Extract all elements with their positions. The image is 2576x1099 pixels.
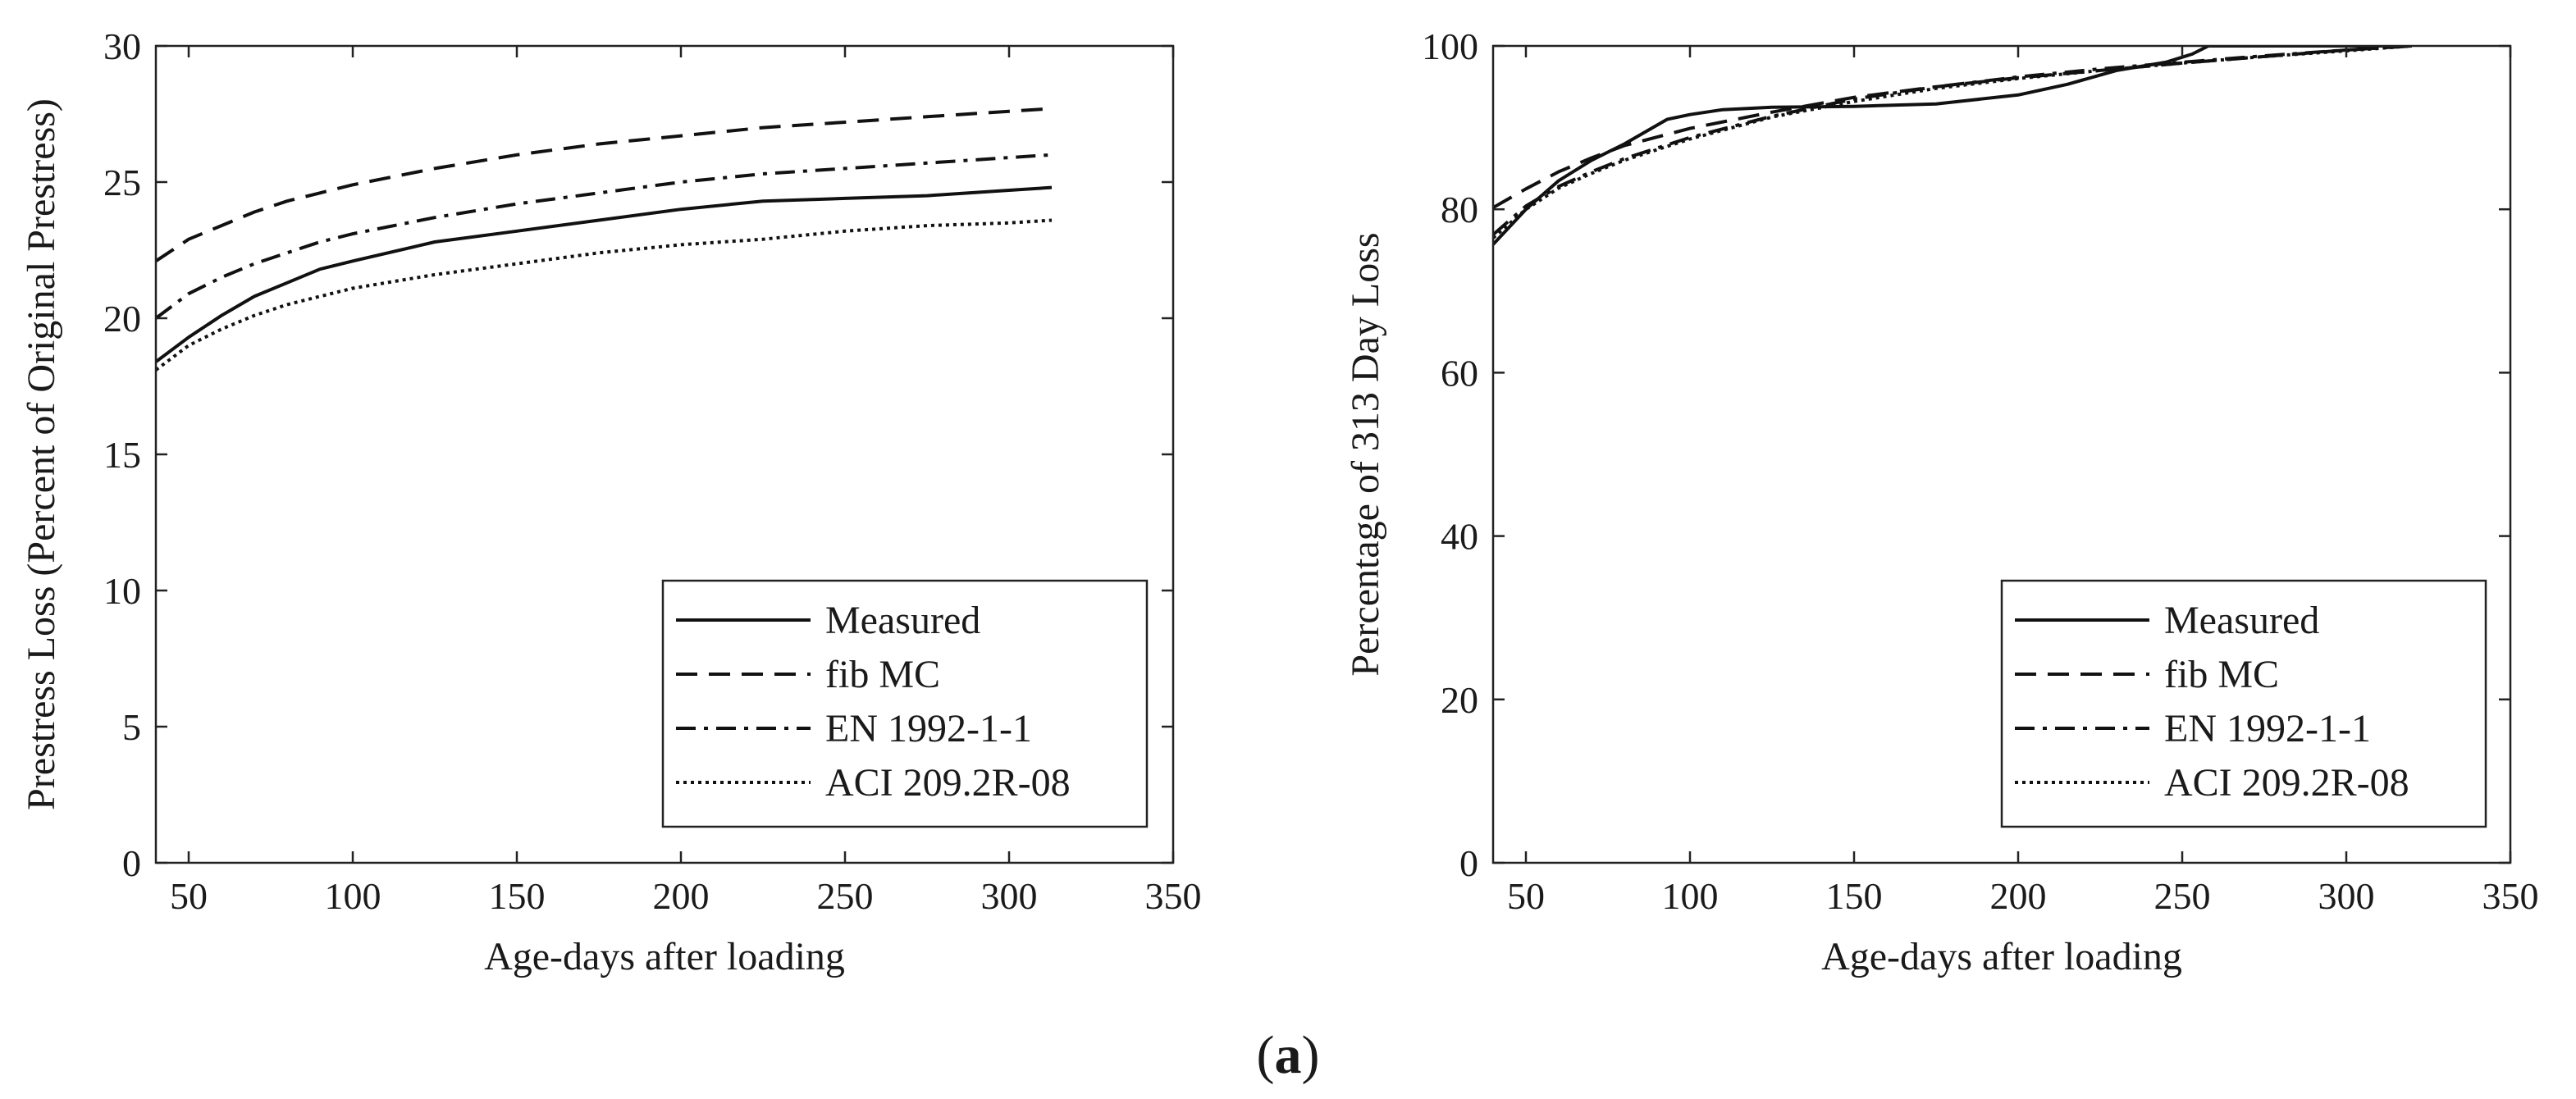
series-line-measured	[156, 185, 1053, 363]
y-tick-label: 5	[122, 706, 141, 748]
legend: Measured fib MC EN 1992-1-1 ACI 209.2R-08	[661, 579, 1149, 828]
series-line-aci-209-2r-08	[156, 218, 1053, 372]
x-tick-label: 350	[1145, 875, 1202, 917]
y-axis-title: Percentage of 313 Day Loss	[1344, 232, 1387, 676]
x-tick-label: 50	[1507, 875, 1545, 917]
series-line-en-1992-1-1	[156, 153, 1053, 320]
plot-frame	[1491, 44, 2512, 864]
x-tick-label: 150	[489, 875, 546, 917]
y-tick-label: 10	[103, 570, 141, 612]
x-tick-label: 100	[325, 875, 381, 917]
y-tick-label: 0	[1459, 842, 1478, 884]
x-tick-label: 300	[981, 875, 1038, 917]
x-tick-label: 250	[2154, 875, 2211, 917]
x-tick-label: 150	[1826, 875, 1883, 917]
figure-caption-letter: a	[1275, 1025, 1302, 1085]
x-tick-label: 50	[170, 875, 208, 917]
legend-label: EN 1992-1-1	[2164, 707, 2371, 750]
legend-label: Measured	[2164, 599, 2319, 642]
y-tick-label: 60	[1441, 352, 1478, 394]
series-group	[156, 107, 1053, 372]
x-tick-label: 100	[1662, 875, 1719, 917]
x-axis-title: Age-days after loading	[484, 935, 845, 978]
y-tick-label: 40	[1441, 516, 1478, 558]
legend-label: Measured	[825, 599, 980, 642]
x-tick-label: 200	[653, 875, 710, 917]
legend-label: EN 1992-1-1	[825, 707, 1032, 750]
legend-label: ACI 209.2R-08	[2164, 761, 2409, 805]
y-tick-label: 100	[1422, 25, 1478, 67]
series-line-aci-209-2r-08	[1493, 46, 2413, 239]
legend-label: fib MC	[825, 653, 940, 696]
x-tick-label: 300	[2318, 875, 2375, 917]
figure-caption: (a)	[1257, 1025, 1320, 1085]
legend-label: fib MC	[2164, 653, 2279, 696]
chart-right: 50 100 150 200 250 300 350 0 20 40 60 80 100 Age-days…	[1344, 25, 2539, 978]
y-tick-label: 20	[103, 298, 141, 340]
x-tick-label: 200	[1990, 875, 2047, 917]
x-tick-label: 250	[817, 875, 874, 917]
y-tick-label: 0	[122, 842, 141, 884]
x-tick-label: 350	[2482, 875, 2539, 917]
series-line-fib-mc	[156, 107, 1053, 262]
y-tick-label: 20	[1441, 679, 1478, 721]
y-tick-label: 15	[103, 434, 141, 476]
series-group	[1493, 46, 2413, 246]
chart-left: 50 100 150 200 250 300 350 0 5 10 15 20 25 30 Age-days…	[20, 25, 1202, 978]
y-tick-label: 80	[1441, 189, 1478, 230]
legend: Measured fib MC EN 1992-1-1 ACI 209.2R-08	[2000, 579, 2487, 828]
x-axis-title: Age-days after loading	[1821, 935, 2182, 978]
y-tick-label: 25	[103, 162, 141, 203]
y-axis-title: Prestress Loss (Percent of Original Pres…	[20, 98, 63, 810]
legend-label: ACI 209.2R-08	[825, 761, 1071, 805]
y-tick-label: 30	[103, 25, 141, 67]
